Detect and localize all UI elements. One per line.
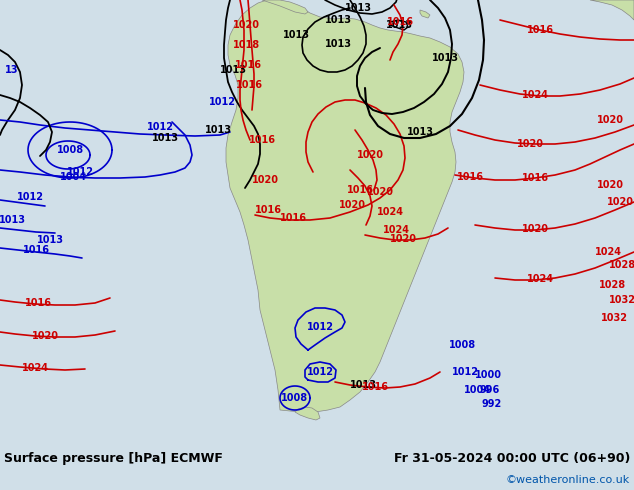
Text: 1013: 1013 <box>385 20 413 30</box>
Text: ©weatheronline.co.uk: ©weatheronline.co.uk <box>506 475 630 485</box>
Text: 1004: 1004 <box>463 385 491 395</box>
Text: 1016: 1016 <box>235 80 262 90</box>
Text: 1020: 1020 <box>607 197 633 207</box>
Text: 1016: 1016 <box>235 60 261 70</box>
Text: 1024: 1024 <box>526 274 553 284</box>
Text: 1016: 1016 <box>361 382 389 392</box>
Text: 1013: 1013 <box>325 15 351 25</box>
Text: 1018: 1018 <box>233 40 261 50</box>
Text: 1016: 1016 <box>347 185 373 195</box>
Text: 1016: 1016 <box>522 173 548 183</box>
Text: 1020: 1020 <box>32 331 58 341</box>
Text: 1013: 1013 <box>219 65 247 75</box>
Text: 1024: 1024 <box>595 247 621 257</box>
Text: 1020: 1020 <box>597 180 623 190</box>
Text: 1013: 1013 <box>152 133 179 143</box>
Text: Fr 31-05-2024 00:00 UTC (06+90): Fr 31-05-2024 00:00 UTC (06+90) <box>394 451 630 465</box>
Text: 1012: 1012 <box>16 192 44 202</box>
Polygon shape <box>420 10 430 18</box>
Text: 1032: 1032 <box>600 313 628 323</box>
Text: 1012: 1012 <box>209 97 235 107</box>
Text: 1012: 1012 <box>67 167 93 177</box>
Text: 1020: 1020 <box>522 224 548 234</box>
Text: 1016: 1016 <box>456 172 484 182</box>
Text: 1020: 1020 <box>356 150 384 160</box>
Text: 1024: 1024 <box>522 90 548 100</box>
Polygon shape <box>295 407 320 420</box>
Text: 1013: 1013 <box>205 125 231 135</box>
Text: 1020: 1020 <box>233 20 259 30</box>
Text: 1016: 1016 <box>526 25 553 35</box>
Text: 1013: 1013 <box>406 127 434 137</box>
Text: 1008: 1008 <box>281 393 309 403</box>
Text: 1016: 1016 <box>254 205 281 215</box>
Text: 1008: 1008 <box>450 340 477 350</box>
Text: 1028: 1028 <box>598 280 626 290</box>
Text: 1012: 1012 <box>451 367 479 377</box>
Text: 1004: 1004 <box>60 172 86 182</box>
Text: 1013: 1013 <box>325 39 351 49</box>
Text: 1016: 1016 <box>249 135 276 145</box>
Text: 1016: 1016 <box>280 213 306 223</box>
Text: Surface pressure [hPa] ECMWF: Surface pressure [hPa] ECMWF <box>4 451 223 465</box>
Text: 1020: 1020 <box>366 187 394 197</box>
Text: 1020: 1020 <box>252 175 278 185</box>
Text: 1020: 1020 <box>517 139 543 149</box>
Text: 1024: 1024 <box>382 225 410 235</box>
Text: 1012: 1012 <box>146 122 174 132</box>
Text: 1013: 1013 <box>0 215 25 225</box>
Text: 1008: 1008 <box>56 145 84 155</box>
Text: 1016: 1016 <box>387 17 413 27</box>
Text: 1024: 1024 <box>377 207 403 217</box>
Text: 1028: 1028 <box>609 260 634 270</box>
Text: 1016: 1016 <box>25 298 51 308</box>
Text: 1012: 1012 <box>306 367 333 377</box>
Text: 1032: 1032 <box>609 295 634 305</box>
Text: 1012: 1012 <box>306 322 333 332</box>
Polygon shape <box>226 0 464 412</box>
Text: 1013: 1013 <box>37 235 63 245</box>
Text: 996: 996 <box>480 385 500 395</box>
Text: 1016: 1016 <box>22 245 49 255</box>
Text: 1013: 1013 <box>349 380 377 390</box>
Polygon shape <box>262 0 308 14</box>
Text: 992: 992 <box>482 399 502 409</box>
Text: 1020: 1020 <box>389 234 417 244</box>
Text: 13: 13 <box>5 65 19 75</box>
Text: 1024: 1024 <box>22 363 48 373</box>
Text: 1013: 1013 <box>432 53 458 63</box>
Text: 1020: 1020 <box>597 115 623 125</box>
Text: 1013: 1013 <box>283 30 309 40</box>
Polygon shape <box>590 0 634 20</box>
Text: 1000: 1000 <box>474 370 501 380</box>
Text: 1013: 1013 <box>344 3 372 13</box>
Text: 1020: 1020 <box>339 200 365 210</box>
